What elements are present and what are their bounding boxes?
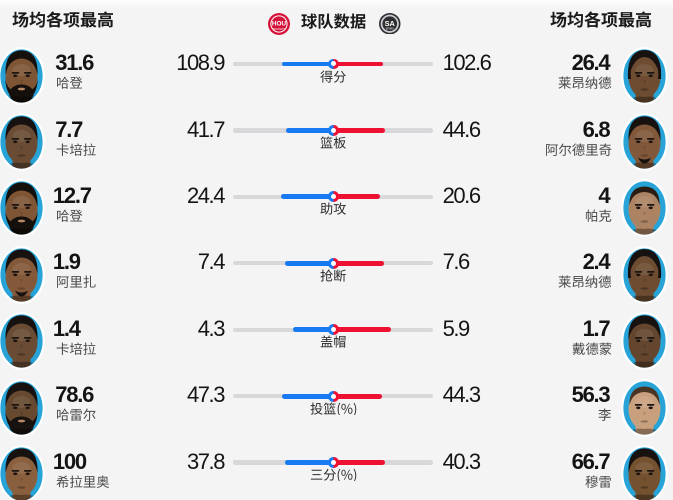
- svg-text:HOU: HOU: [272, 20, 287, 27]
- svg-text:SA: SA: [385, 19, 396, 28]
- svg-text:SPURS: SPURS: [386, 28, 394, 30]
- svg-text:ROCKETS: ROCKETS: [273, 26, 286, 30]
